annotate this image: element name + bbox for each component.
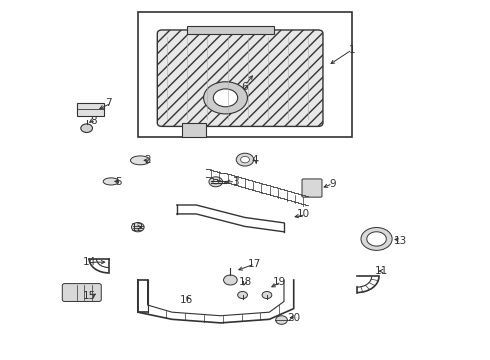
Circle shape [223, 275, 237, 285]
FancyBboxPatch shape [302, 179, 322, 197]
Text: 4: 4 [251, 156, 258, 165]
Circle shape [238, 292, 247, 298]
Text: 14: 14 [82, 257, 96, 267]
Bar [77, 103, 104, 116]
Text: 18: 18 [238, 277, 252, 287]
Text: 15: 15 [82, 291, 96, 301]
Circle shape [276, 316, 288, 324]
Text: 5: 5 [115, 177, 122, 187]
Text: 17: 17 [248, 259, 261, 269]
Circle shape [81, 124, 93, 132]
Text: 1: 1 [349, 45, 356, 55]
Text: 16: 16 [180, 295, 193, 305]
Circle shape [262, 292, 272, 298]
Ellipse shape [103, 178, 119, 185]
Text: 10: 10 [297, 209, 310, 219]
Bar [138, 12, 352, 137]
Text: 20: 20 [287, 312, 300, 323]
Ellipse shape [130, 156, 150, 165]
FancyBboxPatch shape [62, 284, 101, 301]
Text: 3: 3 [232, 177, 239, 187]
Polygon shape [187, 26, 274, 33]
Circle shape [209, 177, 222, 187]
Text: 2: 2 [144, 156, 151, 165]
FancyBboxPatch shape [157, 30, 323, 126]
Text: 12: 12 [131, 223, 145, 233]
Circle shape [241, 157, 249, 163]
Circle shape [236, 153, 254, 166]
Text: 6: 6 [242, 82, 248, 92]
Text: 19: 19 [272, 277, 286, 287]
Circle shape [203, 82, 247, 114]
Polygon shape [182, 123, 206, 137]
Text: 9: 9 [329, 179, 336, 189]
Circle shape [131, 222, 144, 232]
Text: 7: 7 [105, 98, 112, 108]
Text: 13: 13 [394, 236, 408, 246]
Circle shape [213, 180, 219, 184]
Circle shape [213, 89, 238, 107]
Text: 8: 8 [91, 116, 98, 126]
Text: 11: 11 [375, 266, 388, 276]
